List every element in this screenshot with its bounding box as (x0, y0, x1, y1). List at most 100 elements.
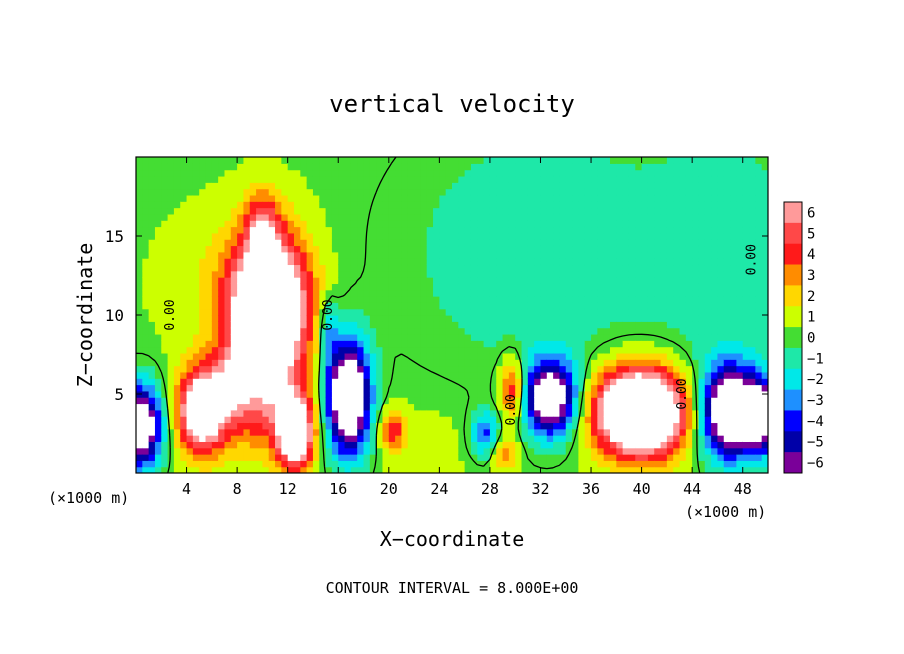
heatmap-cell (426, 239, 434, 247)
heatmap-cell (262, 409, 270, 417)
heatmap-cell (344, 460, 352, 468)
heatmap-cell (635, 397, 643, 405)
heatmap-cell (698, 302, 706, 310)
heatmap-cell (407, 390, 415, 398)
heatmap-cell (470, 397, 478, 405)
heatmap-cell (414, 220, 421, 228)
heatmap-cell (445, 163, 453, 171)
heatmap-cell (237, 340, 245, 348)
heatmap-cell (388, 422, 396, 430)
heatmap-cell (704, 258, 712, 266)
heatmap-cell (300, 296, 308, 303)
heatmap-cell (692, 207, 700, 215)
heatmap-cell (483, 321, 491, 329)
heatmap-cell (205, 441, 213, 449)
heatmap-cell (281, 321, 289, 329)
heatmap-cell (698, 220, 706, 228)
heatmap-cell (319, 333, 327, 341)
heatmap-cell (306, 258, 314, 266)
heatmap-cell (502, 454, 510, 461)
heatmap-cell (628, 264, 636, 272)
heatmap-cell (243, 371, 251, 379)
heatmap-cell (704, 226, 712, 234)
heatmap-cell (698, 371, 706, 379)
heatmap-cell (527, 371, 535, 379)
heatmap-cell (723, 333, 731, 341)
heatmap-cell (641, 182, 649, 190)
heatmap-cell (300, 359, 308, 367)
heatmap-cell (154, 390, 162, 398)
heatmap-cell (300, 251, 308, 259)
heatmap-cell (742, 163, 750, 171)
heatmap-cell (230, 258, 238, 266)
heatmap-cell (237, 447, 245, 455)
heatmap-cell (142, 315, 150, 322)
heatmap-cell (704, 157, 712, 164)
heatmap-cell (306, 188, 314, 196)
heatmap-cell (148, 283, 156, 291)
heatmap-cell (711, 308, 719, 316)
heatmap-cell (439, 454, 447, 461)
heatmap-cell (723, 163, 731, 171)
heatmap-cell (603, 175, 611, 183)
heatmap-cell (376, 163, 384, 171)
heatmap-cell (458, 296, 466, 303)
heatmap-cell (559, 340, 567, 348)
heatmap-cell (142, 365, 150, 373)
heatmap-cell (243, 258, 251, 266)
heatmap-cell (647, 283, 655, 291)
heatmap-cell (591, 220, 598, 228)
heatmap-cell (477, 175, 485, 183)
heatmap-cell (515, 441, 523, 449)
heatmap-cell (395, 188, 403, 196)
heatmap-cell (388, 403, 396, 411)
heatmap-cell (275, 447, 282, 455)
heatmap-cell (458, 182, 466, 190)
heatmap-cell (502, 296, 510, 303)
heatmap-cell (458, 194, 466, 202)
heatmap-cell (357, 220, 365, 228)
heatmap-cell (546, 194, 554, 202)
heatmap-cell (755, 333, 763, 341)
heatmap-cell (666, 194, 674, 202)
heatmap-cell (426, 403, 434, 411)
heatmap-cell (243, 283, 251, 291)
heatmap-cell (641, 403, 649, 411)
heatmap-cell (173, 466, 181, 473)
heatmap-cell (749, 333, 756, 341)
heatmap-cell (597, 163, 605, 171)
heatmap-cell (401, 277, 409, 284)
heatmap-cell (730, 359, 737, 367)
heatmap-cell (414, 422, 421, 430)
heatmap-cell (249, 251, 257, 259)
heatmap-cell (294, 447, 301, 455)
heatmap-cell (654, 308, 662, 316)
heatmap-cell (331, 308, 339, 316)
heatmap-cell (635, 422, 643, 430)
heatmap-cell (256, 258, 263, 266)
heatmap-cell (610, 365, 617, 373)
heatmap-cell (685, 365, 693, 373)
heatmap-cell (458, 365, 466, 373)
heatmap-cell (148, 333, 156, 341)
heatmap-cell (363, 194, 371, 202)
heatmap-cell (256, 182, 263, 190)
heatmap-cell (294, 352, 301, 360)
heatmap-cell (572, 403, 579, 411)
heatmap-cell (395, 182, 403, 190)
heatmap-cell (508, 194, 516, 202)
heatmap-cell (559, 188, 567, 196)
heatmap-cell (730, 447, 737, 455)
heatmap-cell (249, 157, 257, 164)
heatmap-cell (711, 435, 719, 442)
heatmap-cell (243, 308, 251, 316)
heatmap-cell (173, 188, 181, 196)
heatmap-cell (300, 277, 308, 284)
heatmap-cell (641, 378, 649, 386)
heatmap-cell (591, 466, 598, 473)
heatmap-cell (369, 416, 377, 424)
heatmap-cell (464, 409, 472, 417)
heatmap-cell (154, 378, 162, 386)
heatmap-cell (173, 384, 181, 392)
heatmap-cell (420, 365, 428, 373)
